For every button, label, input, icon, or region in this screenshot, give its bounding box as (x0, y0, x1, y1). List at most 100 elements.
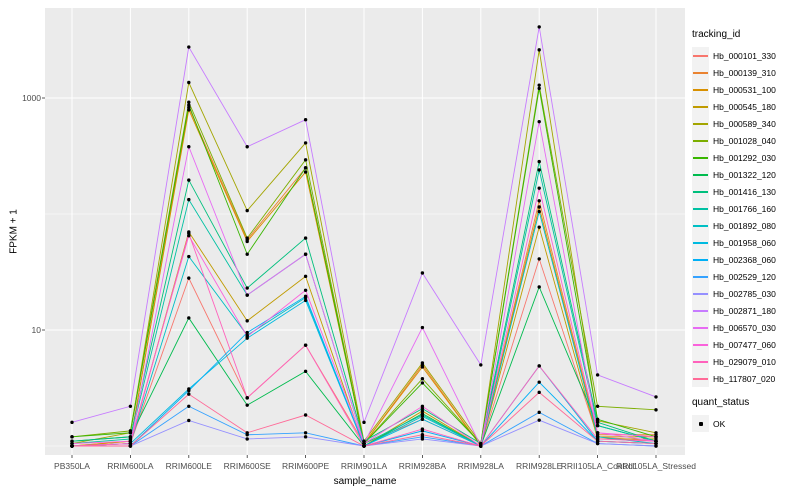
x-tick-label: RRIM600LE (165, 461, 212, 471)
data-point (303, 294, 308, 299)
line-swatch-icon (693, 275, 708, 278)
data-point (537, 209, 541, 214)
legend-item-Hb_000139_310: Hb_000139_310 (692, 64, 798, 81)
data-point (479, 441, 483, 446)
legend-item-Hb_000589_340: Hb_000589_340 (692, 115, 798, 132)
data-point (537, 186, 541, 190)
legend-item-Hb_006570_030: Hb_006570_030 (692, 319, 798, 336)
legend-item-Hb_002785_030: Hb_002785_030 (692, 285, 798, 302)
data-point (187, 108, 191, 112)
data-point (245, 208, 249, 213)
data-point (537, 205, 541, 209)
data-point (420, 437, 425, 441)
data-point (245, 252, 249, 256)
data-point (420, 325, 425, 330)
legend-key-box (692, 115, 709, 132)
data-point (362, 444, 366, 448)
legend-item-Hb_001292_030: Hb_001292_030 (692, 149, 798, 166)
data-point (362, 441, 366, 446)
data-point (420, 414, 425, 419)
point-swatch-icon (698, 421, 703, 426)
legend-key-box (692, 251, 709, 268)
legend-item-Hb_001892_080: Hb_001892_080 (692, 217, 798, 234)
data-point (303, 274, 308, 279)
legend-key-box (692, 415, 709, 432)
data-point (303, 141, 308, 145)
data-point (303, 166, 308, 170)
legend-key-box (692, 353, 709, 370)
data-point (420, 381, 425, 385)
data-point (245, 437, 249, 441)
data-point (537, 380, 541, 384)
data-point (187, 178, 191, 182)
line-swatch-icon (693, 343, 708, 346)
line-swatch-icon (693, 105, 708, 108)
data-point (303, 343, 308, 347)
legend-item-label: Hb_002871_180 (713, 305, 776, 316)
data-point (70, 444, 74, 448)
line-swatch-icon (693, 360, 708, 363)
data-point (654, 435, 658, 439)
data-point (654, 441, 658, 446)
line-swatch-icon (693, 173, 708, 176)
data-point (595, 420, 600, 425)
legend-item-label: Hb_002529_120 (713, 271, 776, 282)
data-point (479, 444, 483, 448)
data-point (420, 406, 425, 411)
line-swatch-icon (693, 224, 708, 227)
legend-key-box (692, 336, 709, 353)
legend-item-Hb_000545_180: Hb_000545_180 (692, 98, 798, 115)
line-swatch-icon (693, 88, 708, 91)
data-point (128, 441, 133, 446)
line-swatch-icon (693, 207, 708, 210)
data-point (595, 423, 600, 428)
legend-item-label: Hb_007477_060 (713, 339, 776, 350)
data-point (420, 404, 425, 408)
legend-item-label: Hb_001766_160 (713, 203, 776, 214)
line-swatch-icon (693, 190, 708, 193)
line-swatch-icon (693, 122, 708, 125)
legend-item-label: Hb_000101_330 (713, 50, 776, 61)
data-point (187, 45, 191, 49)
data-point (187, 231, 191, 236)
data-point (479, 363, 483, 367)
data-point (303, 252, 308, 256)
data-point (420, 417, 425, 421)
y-axis-title: FPKM + 1 (8, 209, 20, 254)
y-tick-label: 1000 (22, 93, 41, 103)
legend-title: tracking_id (692, 29, 741, 40)
x-tick-label: RRII105LA_Stressed (616, 461, 696, 471)
data-point (303, 413, 308, 417)
data-point (362, 420, 366, 425)
data-point (537, 418, 541, 422)
x-tick-label: RRIM928LE (516, 461, 563, 471)
quant-status-legend: quant_status OK (692, 397, 798, 432)
legend-key-box (692, 370, 709, 387)
data-point (187, 418, 191, 423)
data-point (70, 441, 74, 446)
data-point (187, 254, 191, 259)
data-point (245, 334, 249, 339)
legend-item-label: Hb_000531_100 (713, 84, 776, 95)
legend-key-box (692, 217, 709, 234)
data-point (537, 25, 541, 29)
data-point (537, 83, 541, 87)
legend-key-box (692, 183, 709, 200)
data-point (595, 441, 600, 446)
data-point (128, 444, 133, 448)
legend-key-box (692, 268, 709, 285)
data-point (303, 298, 308, 303)
legend-item-ok: OK (692, 415, 798, 432)
line-swatch-icon (693, 139, 708, 142)
data-point (245, 145, 249, 149)
legend-item-label: Hb_117807_020 (713, 373, 776, 384)
legend-key-box (692, 234, 709, 251)
line-swatch-icon (693, 241, 708, 244)
data-point (595, 431, 600, 435)
data-point (537, 364, 541, 368)
data-point (595, 439, 600, 443)
legend-item-label: Hb_001292_030 (713, 152, 776, 163)
data-point (303, 288, 308, 292)
legend-item-label: Hb_000589_340 (713, 118, 776, 129)
